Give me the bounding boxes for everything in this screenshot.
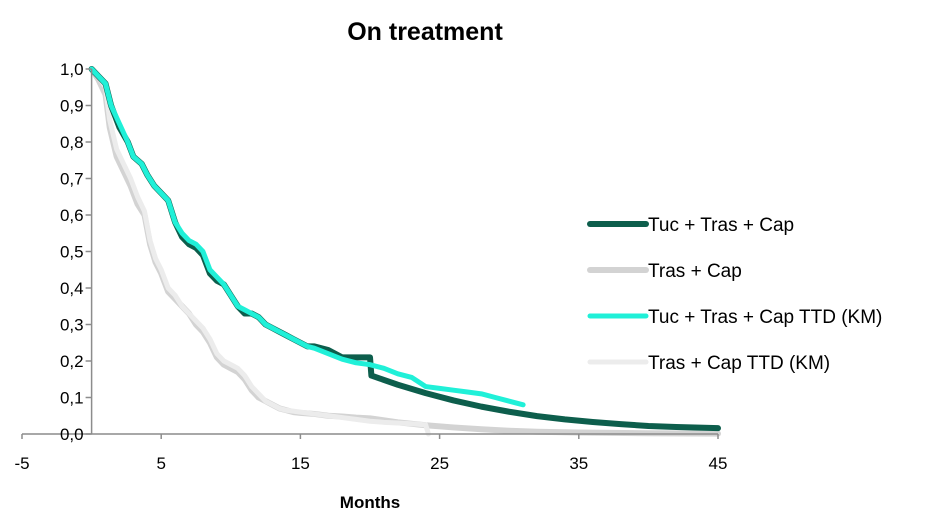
y-tick-label: 0,3 xyxy=(60,316,84,335)
x-tick-label: 15 xyxy=(291,454,310,473)
series-line-2 xyxy=(89,66,526,408)
y-tick-label: 1,0 xyxy=(60,60,84,79)
legend: Tuc + Tras + Cap Tras + Cap Tuc + Tras + C… xyxy=(587,215,882,374)
y-tick-label: 0,7 xyxy=(60,170,84,189)
x-tick-label: 25 xyxy=(430,454,449,473)
x-tick-label: 5 xyxy=(156,454,165,473)
y-tick-label: 0,8 xyxy=(60,133,84,152)
y-tick-label: 0,0 xyxy=(60,425,84,444)
legend-label-3: Tras + Cap TTD (KM) xyxy=(648,353,830,374)
legend-label-0: Tuc + Tras + Cap xyxy=(648,215,794,236)
plot-area xyxy=(88,66,721,437)
series-line-3 xyxy=(89,66,431,437)
y-tick-label: 0,4 xyxy=(60,279,84,298)
y-tick-label: 0,1 xyxy=(60,389,84,408)
x-tick-label: 45 xyxy=(709,454,728,473)
y-tick-label: 0,5 xyxy=(60,243,84,262)
x-axis-title: Months xyxy=(340,493,400,512)
axes xyxy=(22,69,718,435)
tick-group: 0,0 0,1 0,2 0,3 0,4 0,5 0,6 0,7 0,8 0,9 1,0 -5 5 15 25… xyxy=(14,60,727,473)
chart-title: On treatment xyxy=(347,18,503,46)
x-tick-label: 35 xyxy=(569,454,588,473)
y-tick-label: 0,2 xyxy=(60,352,84,371)
y-tick-label: 0,6 xyxy=(60,206,84,225)
series-line-1 xyxy=(88,66,721,437)
y-tick-label: 0,9 xyxy=(60,97,84,116)
x-tick-label: -5 xyxy=(14,454,29,473)
legend-label-2: Tuc + Tras + Cap TTD (KM) xyxy=(648,307,882,328)
legend-label-1: Tras + Cap xyxy=(648,261,742,282)
